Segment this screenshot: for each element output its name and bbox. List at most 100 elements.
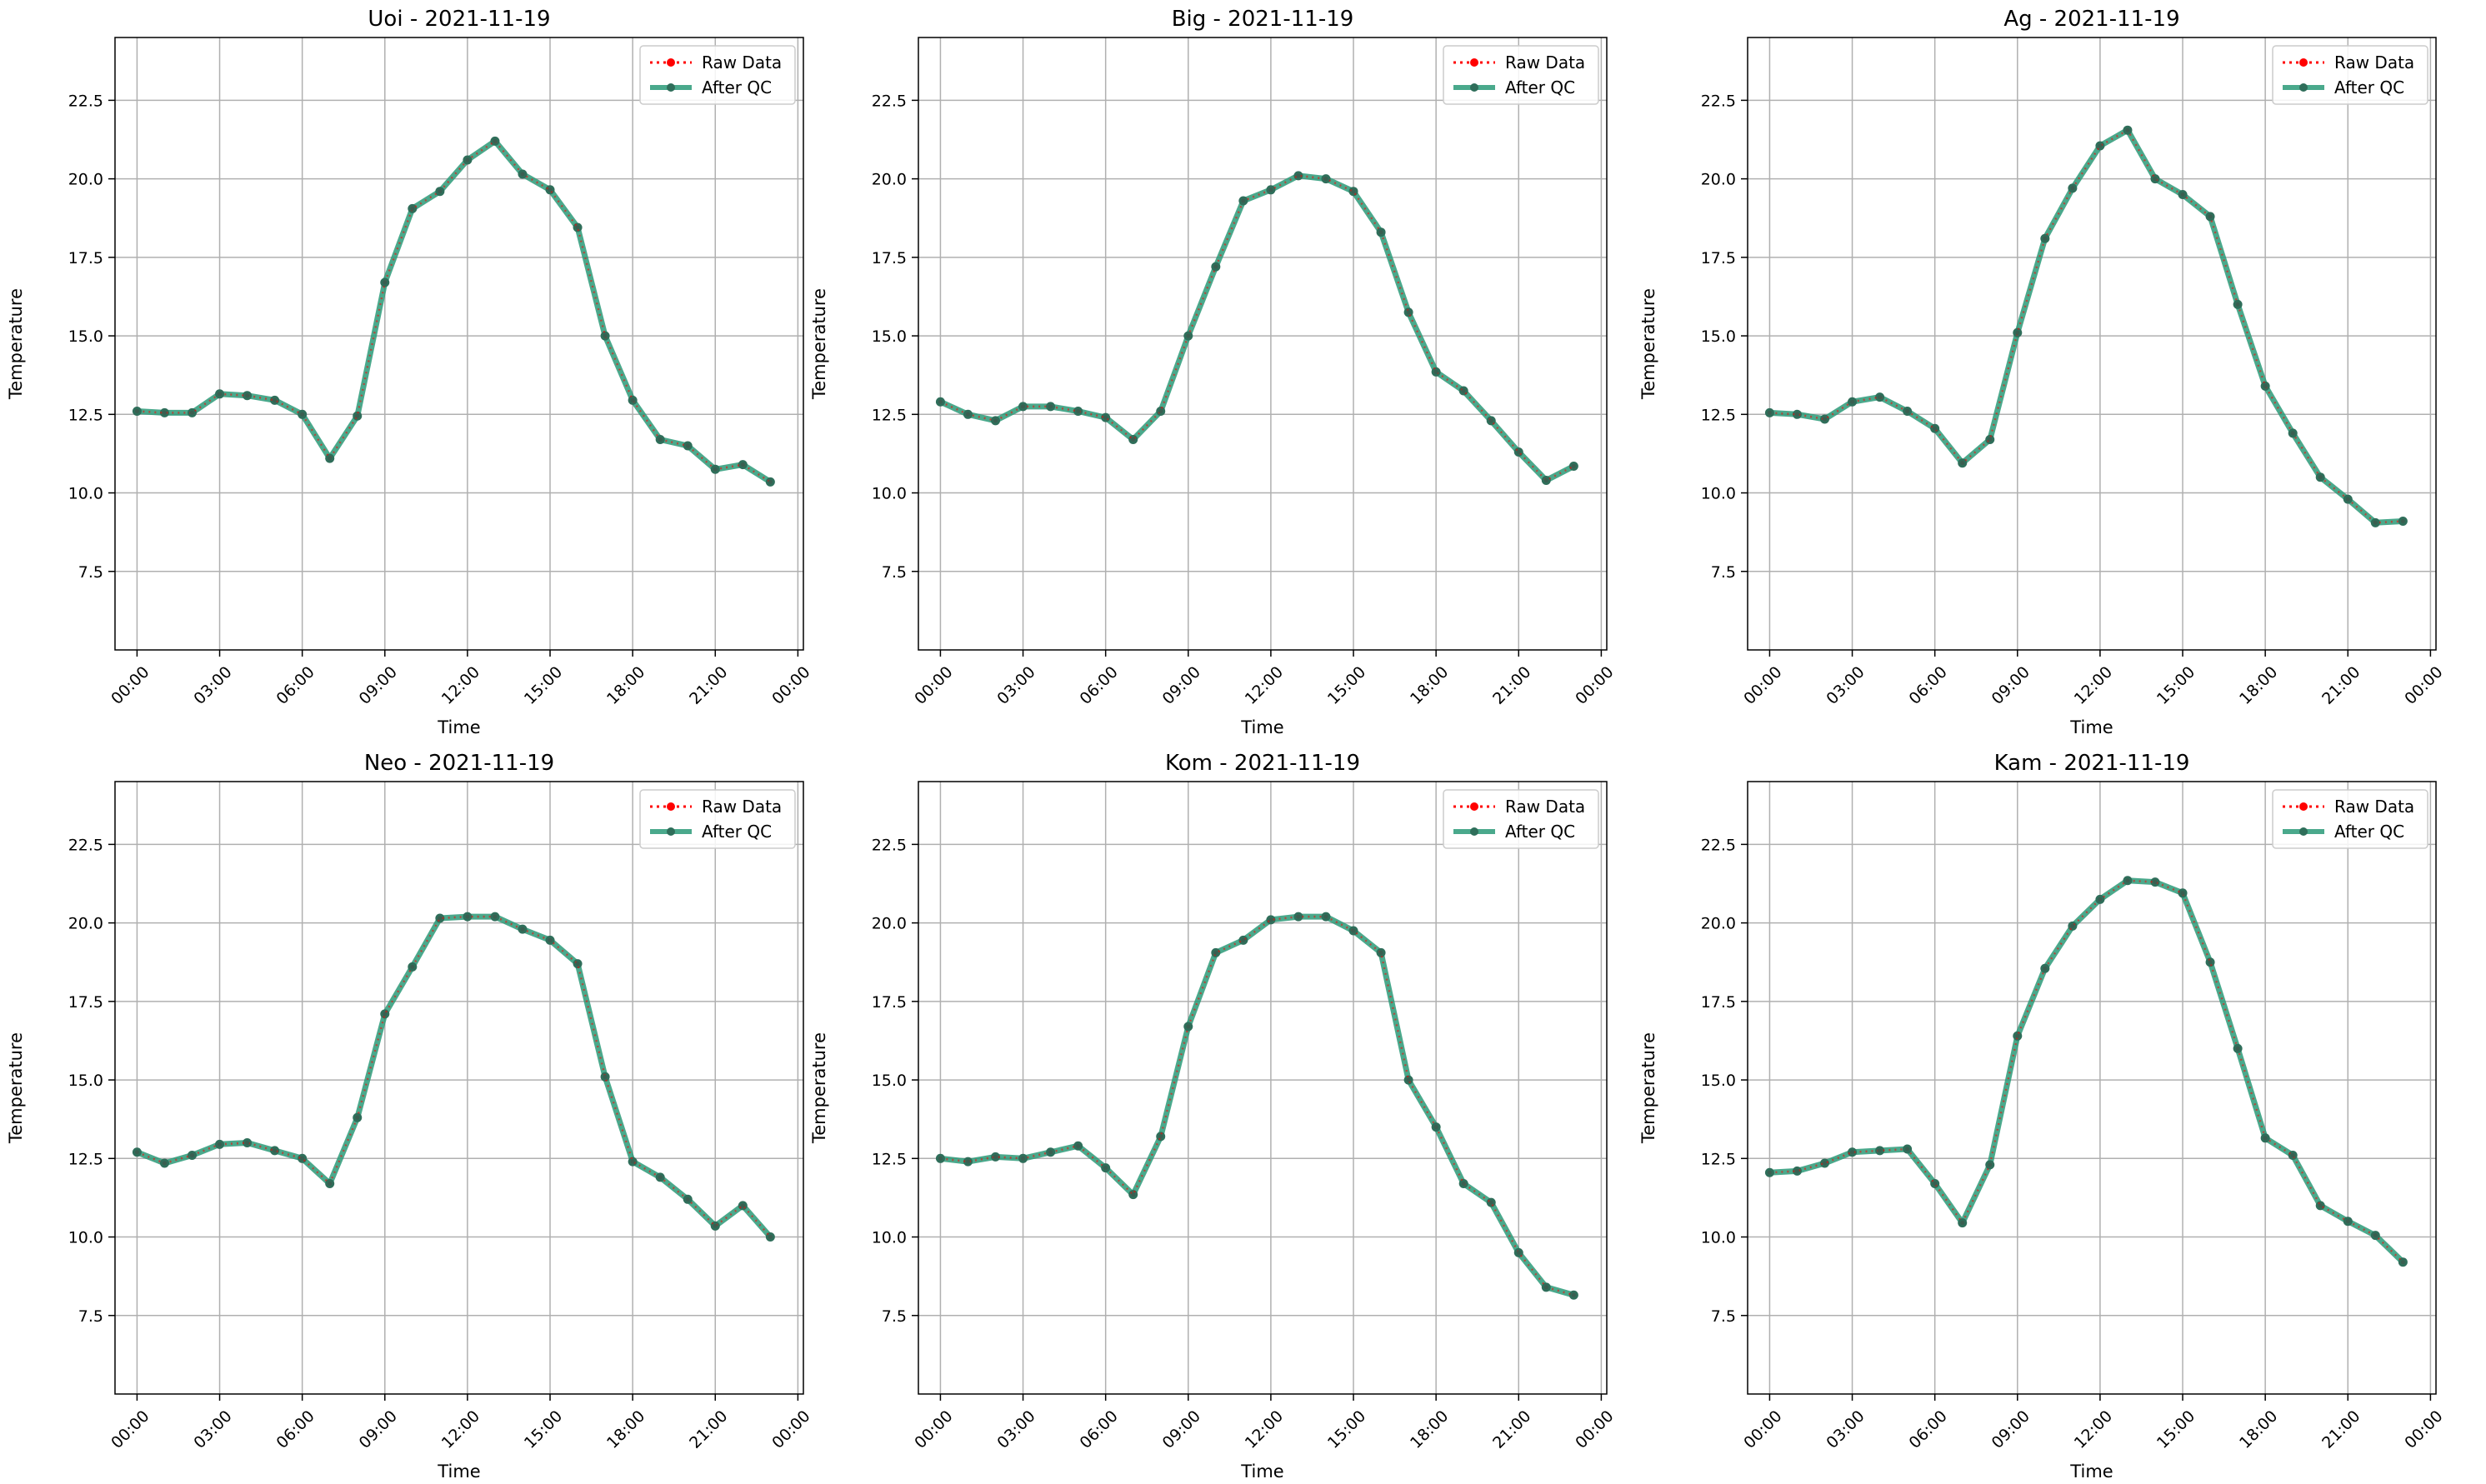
data-point-raw-data <box>965 1159 970 1164</box>
data-point-raw-data <box>1905 1147 1910 1152</box>
y-tick-label: 15.0 <box>68 327 103 346</box>
legend-marker-after-qc <box>2299 827 2308 836</box>
x-tick-label: 00:00 <box>911 663 956 708</box>
x-tick-label: 06:00 <box>1906 663 1951 708</box>
x-tick-label: 12:00 <box>1242 663 1287 708</box>
legend-label-after-qc: After QC <box>2334 77 2404 97</box>
data-point-raw-data <box>1021 404 1026 409</box>
data-point-raw-data <box>438 916 443 921</box>
data-point-raw-data <box>1543 1285 1548 1290</box>
y-tick-label: 20.0 <box>68 915 103 933</box>
y-tick-label: 17.5 <box>872 249 907 267</box>
legend-label-after-qc: After QC <box>1505 77 1575 97</box>
x-tick-label: 09:00 <box>356 663 401 708</box>
data-point-raw-data <box>1488 418 1493 423</box>
data-point-raw-data <box>300 412 305 417</box>
data-point-raw-data <box>328 456 333 461</box>
data-point-raw-data <box>1076 1143 1081 1148</box>
x-tick-label: 06:00 <box>1906 1407 1951 1452</box>
subplot-6: 7.5 10.0 12.5 15.0 17.5 20.0 22.5 00:00 03:00 06:… <box>1638 751 2447 1482</box>
x-tick-label: 12:00 <box>438 663 483 708</box>
plot-frame <box>1747 781 2437 1395</box>
data-point-raw-data <box>1323 177 1328 182</box>
series-line-after-qc <box>940 913 1575 1298</box>
data-point-raw-data <box>603 333 608 338</box>
series-markers-after-qc <box>935 171 1578 485</box>
subplot-2: 7.5 10.0 12.5 15.0 17.5 20.0 22.5 00:00 03:00 06:… <box>809 7 1618 737</box>
data-point-raw-data <box>2125 127 2130 132</box>
y-axis-label: Temperature <box>1638 1032 1658 1144</box>
data-point-raw-data <box>1933 1181 1938 1186</box>
data-point-raw-data <box>134 409 139 414</box>
y-tick-label: 22.5 <box>872 836 907 854</box>
grid <box>1748 37 2436 650</box>
x-tick-label: 21:00 <box>686 663 731 708</box>
legend-marker-raw-data <box>2299 58 2308 67</box>
legend-label-after-qc: After QC <box>702 77 772 97</box>
data-point-raw-data <box>1213 950 1218 955</box>
data-point-raw-data <box>575 225 580 230</box>
data-point-raw-data <box>1323 914 1328 919</box>
data-point-raw-data <box>134 1150 139 1155</box>
series-line-raw-data <box>940 915 1574 1297</box>
x-tick-label: 18:00 <box>2236 663 2281 708</box>
data-point-raw-data <box>355 413 360 418</box>
data-point-raw-data <box>1767 1170 1772 1175</box>
data-point-raw-data <box>2015 1033 2020 1038</box>
legend-marker-raw-data <box>2299 802 2308 811</box>
legend-label-raw-data: Raw Data <box>702 797 782 817</box>
grid <box>1748 782 2436 1394</box>
data-point-raw-data <box>1767 410 1772 415</box>
legend-marker-after-qc <box>1470 827 1478 836</box>
data-point-raw-data <box>1351 928 1356 933</box>
legend-label-raw-data: Raw Data <box>2334 52 2414 72</box>
x-tick-label: 12:00 <box>438 1407 483 1452</box>
x-tick-label: 12:00 <box>1242 1407 1287 1452</box>
y-axis-label: Temperature <box>6 288 26 400</box>
legend-marker-raw-data <box>1470 58 1478 67</box>
data-point-raw-data <box>2208 960 2213 965</box>
data-point-raw-data <box>190 410 195 415</box>
x-tick-label: 00:00 <box>108 663 153 708</box>
x-tick-label: 00:00 <box>1740 1407 1785 1452</box>
subplot-3: 7.5 10.0 12.5 15.0 17.5 20.0 22.5 00:00 03:00 06:… <box>1638 7 2447 737</box>
y-tick-label: 20.0 <box>872 171 907 189</box>
x-tick-label: 03:00 <box>1823 663 1868 708</box>
data-point-raw-data <box>2070 923 2075 928</box>
legend: Raw Data After QC <box>2272 45 2428 105</box>
x-tick-label: 03:00 <box>993 663 1038 708</box>
x-tick-label: 00:00 <box>1572 1407 1617 1452</box>
legend: Raw Data After QC <box>1443 789 1599 849</box>
x-tick-label: 18:00 <box>2236 1407 2281 1452</box>
y-tick-label: 22.5 <box>1701 92 1736 110</box>
data-point-raw-data <box>2153 177 2158 182</box>
series-markers-raw-data <box>1767 127 2405 525</box>
x-tick-label: 15:00 <box>521 663 566 708</box>
subplot-4: 7.5 10.0 12.5 15.0 17.5 20.0 22.5 00:00 03:00 06:… <box>6 751 814 1482</box>
y-tick-label: 22.5 <box>68 836 103 854</box>
series-markers-raw-data <box>134 138 773 484</box>
data-point-raw-data <box>2098 143 2103 148</box>
legend-label-raw-data: Raw Data <box>1505 52 1585 72</box>
data-point-raw-data <box>1241 937 1246 942</box>
data-point-raw-data <box>1351 189 1356 194</box>
y-tick-label: 10.0 <box>1701 1229 1736 1247</box>
legend-label-raw-data: Raw Data <box>702 52 782 72</box>
chart-title: Kom - 2021-11-19 <box>1165 751 1360 776</box>
y-tick-label: 17.5 <box>68 993 103 1012</box>
y-tick-label: 12.5 <box>1701 1150 1736 1168</box>
y-tick-label: 22.5 <box>872 92 907 110</box>
data-point-raw-data <box>162 410 167 415</box>
series-line-raw-data <box>137 139 772 483</box>
x-tick-label: 00:00 <box>108 1407 153 1452</box>
series-line-after-qc <box>136 913 773 1239</box>
data-point-raw-data <box>575 962 580 967</box>
y-tick-label: 22.5 <box>68 92 103 110</box>
y-tick-label: 7.5 <box>882 563 907 582</box>
y-tick-label: 15.0 <box>68 1072 103 1090</box>
x-tick-label: 12:00 <box>2071 663 2116 708</box>
y-tick-label: 20.0 <box>1701 171 1736 189</box>
y-tick-label: 7.5 <box>78 563 103 582</box>
x-tick-label: 18:00 <box>603 1407 648 1452</box>
x-tick-label: 00:00 <box>911 1407 956 1452</box>
